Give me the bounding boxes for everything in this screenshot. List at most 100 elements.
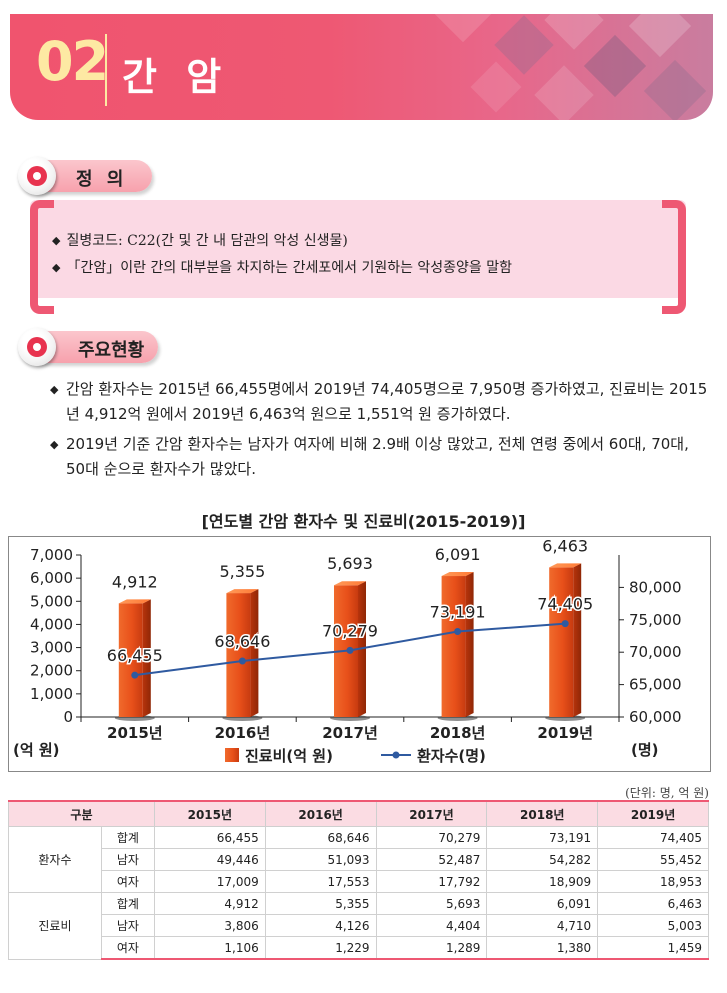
status-heading-label: 주요현황 [78, 340, 145, 361]
patients-point [131, 671, 139, 679]
table-cell: 54,282 [486, 848, 599, 871]
diamond-bullet-icon: ◆ [52, 261, 61, 274]
table-cell: 18,953 [597, 870, 709, 893]
status-heading-pill: 주요현황 [36, 331, 158, 363]
bar-side [142, 599, 151, 717]
table-cell: 4,404 [375, 914, 488, 937]
table-row: 환자수 합계 66,455 68,646 70,279 73,191 74,405 [8, 826, 709, 893]
definition-box: ◆ 질병코드: C22(간 및 간 내 담관의 악성 신생물) ◆ 「간암」이란 간… [30, 200, 686, 314]
line-data-label: 70,279 [322, 621, 378, 640]
bar-top [226, 589, 259, 594]
table-row: 남자 3,806 4,126 4,404 4,710 5,003 [9, 914, 709, 937]
table-cell: 52,487 [375, 848, 488, 871]
table-group-cell: 환자수 [8, 826, 102, 893]
left-axis-tick-label: 2,000 [30, 662, 73, 680]
chapter-number: 02 [36, 30, 109, 93]
left-axis-tick-label: 1,000 [30, 685, 73, 703]
right-axis-tick-label: 65,000 [629, 676, 682, 694]
status-item: ◆ 2019년 기준 간암 환자수는 남자가 여자에 비해 2.9배 이상 많았… [50, 432, 710, 482]
patients-point [561, 620, 569, 628]
table-cell: 17,792 [375, 870, 488, 893]
table-cell: 18,909 [486, 870, 599, 893]
table-sub-cell: 남자 [100, 914, 155, 937]
table-cell: 17,009 [153, 870, 266, 893]
left-axis-label: (억 원) [13, 741, 60, 759]
combo-chart: 0 1,000 2,000 3,000 4,000 5,000 6,000 7,000 60,0… [13, 536, 682, 765]
left-axis-tick-label: 3,000 [30, 639, 73, 657]
right-axis-tick-label: 80,000 [629, 578, 682, 596]
right-axis-tick-label: 75,000 [629, 611, 682, 629]
table-unit: (단위: 명, 억 원) [625, 786, 709, 800]
chart-title: [연도별 간암 환자수 및 진료비(2015-2019)] [201, 512, 526, 531]
diamond-bullet-icon: ◆ [50, 438, 59, 451]
right-axis-tick-label: 70,000 [629, 643, 682, 661]
bar [441, 576, 466, 717]
table-header-cell: 구분 [8, 800, 155, 827]
line-data-label: 74,405 [537, 595, 593, 614]
table-cell: 74,405 [597, 826, 709, 849]
table-cell: 1,106 [153, 936, 266, 960]
bar-side [465, 572, 474, 717]
legend-bar-label: 진료비(억 원) [245, 747, 333, 765]
table-cell: 1,229 [264, 936, 377, 960]
table-header-cell: 2015년 [153, 800, 266, 827]
line-data-label: 68,646 [214, 632, 270, 651]
legend-bar-swatch [225, 748, 239, 762]
heart-badge-icon [18, 328, 56, 366]
table-cell: 55,452 [597, 848, 709, 871]
bar-side [250, 589, 259, 717]
table-cell: 6,463 [597, 892, 709, 915]
bar-top [441, 572, 474, 577]
table-cell: 3,806 [153, 914, 266, 937]
table-cell: 1,459 [597, 936, 709, 960]
right-axis-tick-label: 60,000 [629, 708, 682, 726]
left-axis-tick-label: 0 [63, 708, 73, 726]
table-cell: 5,355 [264, 892, 377, 915]
bracket-left [30, 200, 54, 314]
bar-data-label: 5,693 [327, 554, 373, 573]
header-decoration [434, 14, 707, 120]
left-axis-tick-label: 7,000 [30, 546, 73, 564]
bar-side [573, 563, 582, 717]
diamond-bullet-icon: ◆ [50, 383, 59, 396]
left-axis-tick-label: 6,000 [30, 569, 73, 587]
bar-data-label: 6,091 [435, 545, 481, 564]
bracket-right [662, 200, 686, 314]
x-axis-tick-label: 2016년 [215, 724, 271, 742]
page-header: 02 간 암 [10, 14, 713, 120]
table-header-cell: 2018년 [486, 800, 599, 827]
header-divider [105, 34, 107, 106]
table-header-cell: 2019년 [597, 800, 709, 827]
bar [226, 593, 251, 717]
legend-line-marker [392, 751, 400, 759]
x-axis-tick-label: 2018년 [430, 724, 486, 742]
heart-badge-icon [18, 157, 56, 195]
table-cell: 66,455 [153, 826, 266, 849]
bar [549, 567, 574, 717]
x-axis-tick-label: 2015년 [107, 724, 163, 742]
table-sub-cell: 남자 [100, 848, 155, 871]
table-cell: 68,646 [264, 826, 377, 849]
table-cell: 4,912 [153, 892, 266, 915]
status-item: ◆ 간암 환자수는 2015년 66,455명에서 2019년 74,405명으… [50, 377, 710, 427]
patients-point [454, 628, 462, 636]
table-cell: 4,710 [486, 914, 599, 937]
table-cell: 73,191 [486, 826, 599, 849]
table-sub-cell: 여자 [100, 870, 155, 893]
x-axis-tick-label: 2019년 [537, 724, 593, 742]
table-cell: 1,289 [375, 936, 488, 960]
legend-line-label: 환자수(명) [417, 747, 486, 765]
table-row: 여자 17,009 17,553 17,792 18,909 18,953 [9, 870, 709, 893]
left-axis-tick-label: 5,000 [30, 592, 73, 610]
bar-data-label: 4,912 [112, 572, 158, 591]
table-cell: 49,446 [153, 848, 266, 871]
table-cell: 1,380 [486, 936, 599, 960]
table-cell: 70,279 [375, 826, 488, 849]
bar-top [549, 563, 582, 568]
definition-item: ◆ 「간암」이란 간의 대부분을 차지하는 간세포에서 기원하는 악성종양을 말함 [52, 260, 513, 276]
bar [118, 603, 143, 717]
bar-data-label: 5,355 [219, 562, 265, 581]
page-title: 간 암 [122, 55, 230, 99]
table-sub-cell: 합계 [100, 892, 155, 915]
table-cell: 4,126 [264, 914, 377, 937]
